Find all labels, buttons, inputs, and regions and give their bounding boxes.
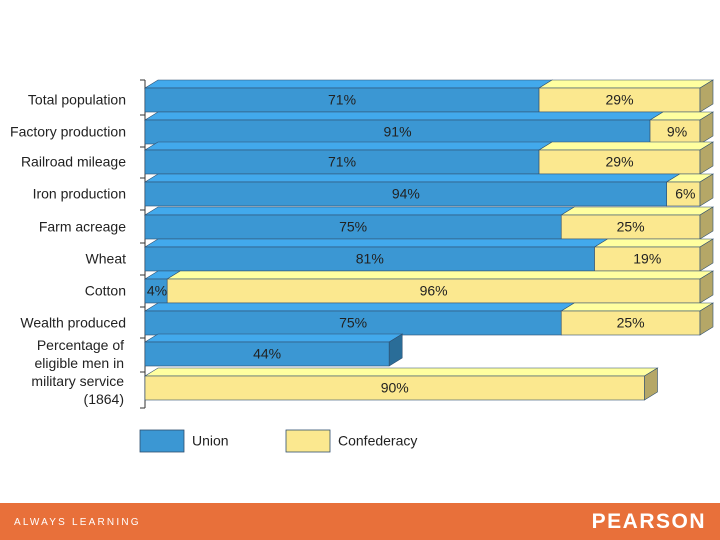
confederacy-bar-top [143, 367, 659, 377]
union-value-label: 75% [339, 315, 367, 331]
category-label-line: (1864) [84, 391, 124, 407]
confederacy-bar-side [699, 302, 714, 336]
union-bar [143, 238, 609, 272]
category-axis [140, 79, 146, 409]
union-bar-top [143, 79, 554, 89]
legend-confederacy-swatch [285, 429, 331, 453]
footer-bar: ALWAYS LEARNING PEARSON [0, 503, 720, 540]
confederacy-bar [648, 111, 715, 145]
union-value-label: 94% [392, 186, 420, 202]
confederacy-bar-side [699, 173, 714, 207]
union-bar-side [388, 333, 403, 367]
confederacy-value-label: 6% [675, 186, 695, 202]
confederacy-bar-side [699, 238, 714, 272]
confederacy-value-label: 25% [617, 315, 645, 331]
union-value-label: 44% [253, 346, 281, 362]
category-label: Iron production [33, 186, 126, 202]
union-bar-top [143, 111, 665, 121]
category-label: Cotton [85, 283, 126, 299]
legend-confederacy-label: Confederacy [338, 433, 417, 449]
confederacy-bar-front [538, 87, 701, 113]
category-label-military: Percentage of eligible men in military ser… [31, 337, 124, 407]
union-value-label: 71% [328, 154, 356, 170]
union-bar-front [144, 246, 595, 272]
union-value-label: 91% [384, 124, 412, 140]
category-label: Wheat [86, 251, 127, 267]
confederacy-bar-top [166, 270, 715, 280]
category-label: Railroad mileage [21, 154, 126, 170]
confederacy-value-label: 90% [381, 380, 409, 396]
confederacy-bar-side [699, 206, 714, 240]
confederacy-bar [560, 302, 715, 336]
union-bar-top [143, 141, 554, 151]
bars: 71% 29% 91% 9% 71% 29% 94% 6% 75% 25% 81% 19% 4% 96% 7… [143, 79, 715, 401]
union-bar [143, 111, 665, 145]
confederacy-bar [560, 206, 715, 240]
union-bar [143, 302, 576, 336]
confederacy-bar-top [560, 206, 715, 216]
legend-union-swatch [139, 429, 185, 453]
confederacy-bar-side [699, 79, 714, 113]
confederacy-bar-side [644, 367, 658, 401]
confederacy-bar-front [649, 119, 701, 145]
union-bar [143, 141, 554, 175]
confederacy-bar-top [560, 302, 715, 312]
union-value-label: 4% [147, 283, 167, 299]
union-bar-front [144, 119, 651, 145]
confederacy-bar-side [699, 141, 714, 175]
footer-tagline: ALWAYS LEARNING [14, 517, 141, 528]
confederacy-bar-top [537, 141, 715, 151]
confederacy-bar [166, 270, 715, 304]
union-bar-front [144, 310, 562, 336]
confederacy-bar-front [560, 310, 701, 336]
union-bar-top [143, 333, 404, 343]
category-label: Farm acreage [39, 219, 126, 235]
union-bar [143, 79, 554, 113]
union-bar [143, 270, 182, 304]
legend-union: Union [139, 429, 229, 453]
union-bar-front [144, 149, 540, 175]
union-value-label: 75% [339, 219, 367, 235]
confederacy-value-label: 19% [633, 251, 661, 267]
confederacy-bar-front [144, 375, 645, 401]
category-label-line: military service [31, 373, 124, 389]
comparison-bar-chart: Total population Factory production Railro… [10, 79, 715, 453]
union-value-label: 81% [356, 251, 384, 267]
confederacy-bar [143, 367, 659, 401]
category-label-line: Percentage of [37, 337, 124, 353]
category-label-line: eligible men in [35, 355, 125, 371]
confederacy-bar [537, 141, 715, 175]
union-bar [143, 206, 576, 240]
union-bar-front [144, 214, 562, 240]
confederacy-bar-front [594, 246, 701, 272]
legend-union-label: Union [192, 433, 229, 449]
confederacy-bar-front [538, 149, 701, 175]
union-bar [143, 333, 404, 367]
confederacy-value-label: 29% [606, 92, 634, 108]
legend-confederacy: Confederacy [285, 429, 417, 453]
union-value-label: 71% [328, 92, 356, 108]
confederacy-bar-front [666, 181, 701, 207]
union-bar-top [143, 302, 576, 312]
union-bar-top [143, 206, 576, 216]
pearson-logo: PEARSON [591, 510, 706, 533]
union-bar-top [143, 173, 681, 183]
confederacy-bar [593, 238, 715, 272]
confederacy-bar-side [699, 111, 714, 145]
confederacy-bar-top [537, 79, 715, 89]
confederacy-value-label: 9% [667, 124, 687, 140]
confederacy-value-label: 25% [617, 219, 645, 235]
category-label: Wealth produced [20, 315, 126, 331]
confederacy-value-label: 29% [606, 154, 634, 170]
category-label: Factory production [10, 124, 126, 140]
confederacy-bar [537, 79, 715, 113]
confederacy-bar-side [699, 270, 714, 304]
category-label: Total population [28, 92, 126, 108]
confederacy-value-label: 96% [420, 283, 448, 299]
confederacy-bar-top [593, 238, 715, 248]
category-labels: Total population Factory production Railro… [10, 92, 126, 407]
legend: Union Confederacy [139, 429, 417, 453]
confederacy-bar [665, 173, 715, 207]
union-bar-top [143, 238, 609, 248]
